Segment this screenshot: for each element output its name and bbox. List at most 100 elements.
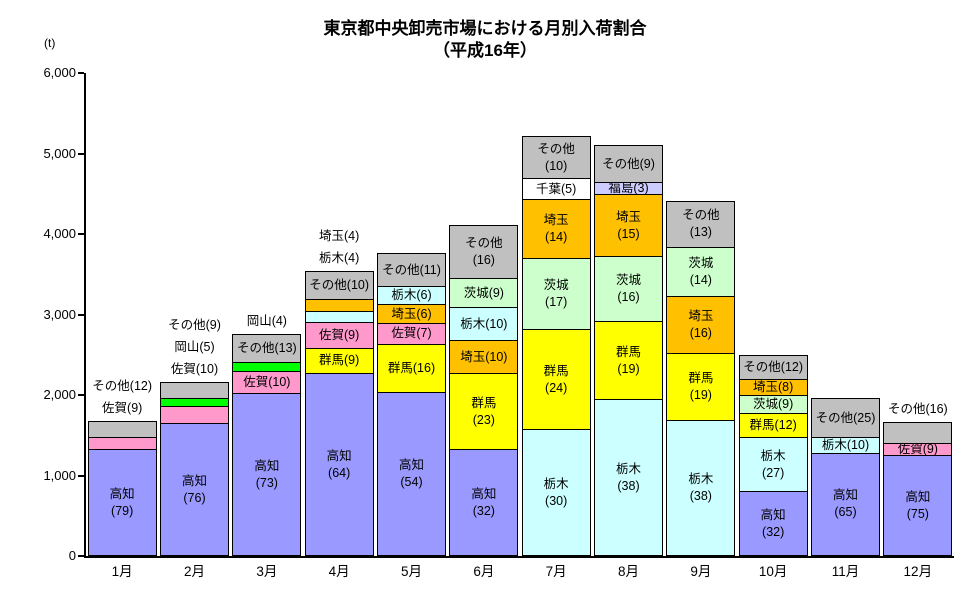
y-axis-tick — [78, 555, 84, 557]
bar-segment-佐賀 — [160, 406, 229, 425]
bar-4月: 高知 (64) 群馬(9) 佐賀(9) その他(10) — [304, 270, 374, 556]
segment-label: 佐賀(9) — [897, 442, 938, 457]
segment-label-name: 栃木 — [615, 461, 641, 476]
x-axis-line — [84, 556, 954, 558]
bar-segment-茨城: 茨城(9) — [738, 395, 808, 415]
segment-label-value: (16) — [689, 326, 712, 341]
segment-label-value: (79) — [111, 503, 134, 518]
segment-label: 埼玉(8) — [753, 380, 794, 395]
bar-segment-その他: その他(9) — [594, 145, 663, 184]
bar-2月: 高知 (76) — [160, 381, 229, 556]
bar-segment-群馬: 群馬(12) — [738, 413, 808, 439]
bar-segment-埼玉: 埼玉(10) — [449, 340, 519, 375]
bar-segment-その他 — [160, 381, 229, 399]
segment-label-value: (76) — [183, 490, 206, 505]
segment-label: 福島(3) — [608, 181, 649, 196]
outside-label: 佐賀(9) — [102, 401, 143, 416]
bar-segment-栃木 — [304, 310, 374, 323]
bar-segment-群馬: 群馬 (23) — [449, 373, 519, 451]
segment-label: 千葉(5) — [536, 181, 577, 196]
bar-segment-群馬: 群馬 (24) — [521, 328, 591, 431]
y-axis-tick — [78, 313, 84, 316]
segment-label-name: 茨城 — [688, 256, 714, 271]
segment-label-name: 群馬 — [543, 363, 569, 378]
outside-label: その他(12) — [92, 379, 153, 394]
outside-label: 栃木(4) — [319, 250, 360, 265]
x-tick-label: 6月 — [473, 564, 495, 579]
bar-5月: 高知 (54) 群馬(16) 佐賀(7) 埼玉(6) 栃木(6) その他(11) — [377, 253, 446, 556]
bar-segment-茨城: 茨城 (14) — [666, 246, 736, 298]
segment-label: 栃木(10) — [821, 438, 870, 453]
bar-segment-群馬: 群馬 (19) — [666, 353, 736, 422]
segment-label: その他(12) — [743, 360, 804, 375]
bar-segment-高知: 高知 (64) — [304, 373, 374, 556]
segment-label-value: (23) — [472, 412, 495, 427]
bar-segment-埼玉: 埼玉 (14) — [521, 199, 591, 259]
outside-labels-12月: その他(16) — [858, 398, 970, 420]
chart-title: 東京都中央卸売市場における月別入荷割合 （平成16年） — [0, 18, 970, 62]
bar-segment-その他: その他 (16) — [449, 224, 519, 279]
segment-label-value: (75) — [906, 506, 929, 521]
segment-label-value: (14) — [545, 230, 568, 244]
bar-segment-高知: 高知 (75) — [883, 455, 953, 556]
bar-segment-高知: 高知 (79) — [87, 449, 157, 556]
x-tick-label: 11月 — [831, 564, 860, 579]
segment-label-name: その他 — [537, 141, 575, 156]
outside-label: その他(16) — [887, 402, 948, 417]
segment-label-name: 茨城 — [543, 277, 569, 292]
x-tick-label: 8月 — [617, 564, 639, 579]
y-axis-tick — [78, 474, 84, 477]
bar-segment-高知: 高知 (32) — [738, 491, 808, 556]
outside-label: 埼玉(4) — [319, 228, 360, 243]
y-axis-tick — [78, 152, 84, 155]
chart-title-line1: 東京都中央卸売市場における月別入荷割合 — [323, 19, 647, 38]
bar-segment-埼玉: 埼玉(6) — [377, 304, 446, 324]
bar-segment-その他 — [883, 422, 953, 445]
y-axis-tick — [78, 72, 84, 74]
bar-segment-佐賀: 佐賀(10) — [232, 371, 302, 395]
segment-label-value: (19) — [617, 361, 640, 376]
bar-segment-埼玉 — [304, 299, 374, 312]
y-axis-tick — [78, 394, 84, 396]
chart-title-line2: （平成16年） — [433, 41, 537, 60]
bar-segment-埼玉: 埼玉 (16) — [666, 296, 736, 355]
outside-labels-4月: 埼玉(4) 栃木(4) — [279, 225, 399, 269]
segment-label: その他(13) — [236, 341, 297, 356]
y-tick-label: 2,000 — [43, 387, 76, 402]
x-tick-label: 3月 — [256, 564, 278, 579]
bar-segment-その他: その他(12) — [738, 355, 808, 381]
segment-label-name: 高知 — [398, 458, 424, 472]
bar-12月: 高知 (75) 佐賀(9) — [883, 422, 953, 556]
outside-labels-3月: 岡山(4) — [207, 310, 327, 332]
x-tick-label: 4月 — [328, 564, 350, 579]
segment-label-name: 栃木 — [760, 448, 786, 463]
bar-segment-栃木: 栃木(10) — [449, 307, 519, 342]
outside-label: 佐賀(10) — [170, 361, 219, 376]
bar-segment-茨城: 茨城 (16) — [594, 255, 663, 323]
segment-label: 群馬(16) — [387, 360, 436, 375]
segment-label-value: (27) — [762, 465, 785, 480]
segment-label-value: (10) — [545, 158, 568, 173]
bar-segment-その他: その他(25) — [811, 398, 880, 439]
segment-label-name: 高知 — [326, 448, 352, 463]
bar-segment-栃木: 栃木(10) — [811, 437, 880, 454]
segment-label-name: その他 — [465, 235, 503, 250]
segment-label: 栃木(6) — [391, 288, 432, 303]
bar-segment-岡山 — [160, 397, 229, 408]
bar-segment-埼玉: 埼玉(8) — [738, 379, 808, 397]
segment-label-value: (54) — [400, 475, 423, 489]
bar-8月: 栃木 (38) 群馬 (19) 茨城 (16) 埼玉 (15) 福島(3) その他(9) — [594, 145, 663, 556]
segment-label-value: (65) — [834, 505, 857, 520]
segment-label-value: (24) — [545, 380, 568, 395]
bar-segment-福島: 福島(3) — [594, 181, 663, 196]
bar-segment-群馬: 群馬(9) — [304, 347, 374, 375]
segment-label-value: (38) — [689, 489, 712, 504]
y-axis-line — [84, 73, 86, 556]
bar-segment-岡山 — [232, 362, 302, 373]
segment-label-value: (16) — [472, 252, 495, 267]
bar-6月: 高知 (32) 群馬 (23) 埼玉(10) 栃木(10) 茨城(9) その他 (16) — [449, 224, 519, 556]
outside-label: その他(9) — [168, 317, 221, 332]
segment-label: 埼玉(6) — [391, 306, 432, 321]
bar-segment-その他: その他(13) — [232, 333, 302, 364]
segment-label: 佐賀(9) — [319, 327, 360, 342]
